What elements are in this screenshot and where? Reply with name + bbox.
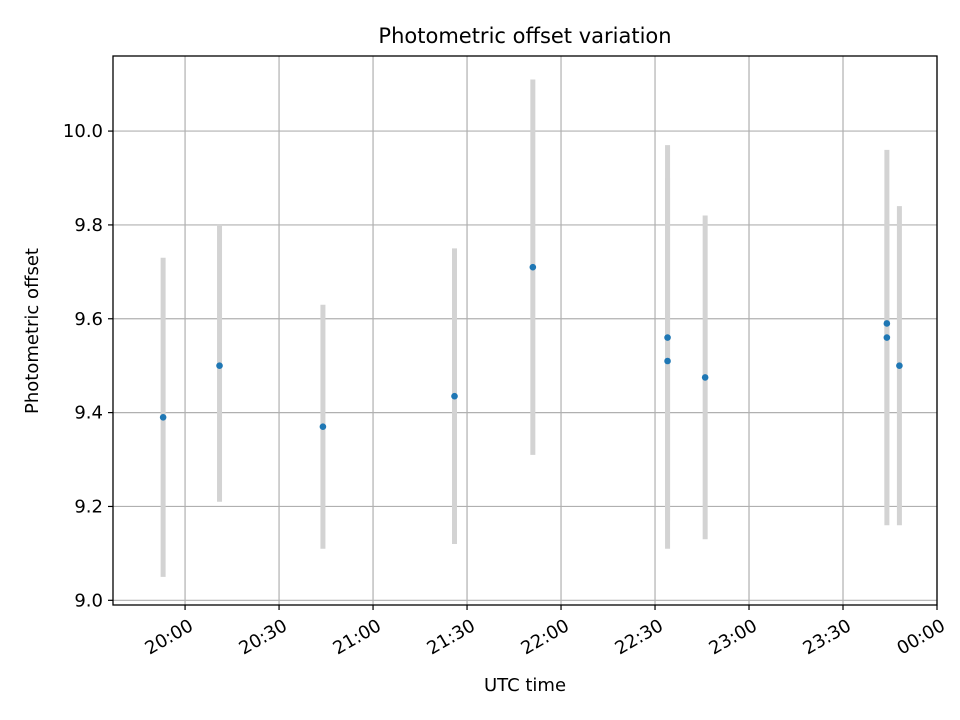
x-axis: 20:00 20:30 21:00 21:30 22:00 22:30 23:00 23:30…: [142, 605, 949, 659]
grid: [113, 56, 938, 605]
data-point: [883, 334, 891, 341]
error-bars: [160, 79, 902, 577]
data-points: [159, 263, 903, 430]
y-tick-label: 9.4: [74, 403, 103, 424]
data-point: [896, 362, 903, 369]
data-point: [701, 374, 709, 381]
chart-title: Photometric offset variation: [378, 24, 671, 48]
x-tick-label: 23:00: [705, 615, 760, 659]
data-point: [159, 414, 167, 421]
y-tick-label: 9.0: [74, 590, 103, 611]
x-tick-label: 00:00: [893, 615, 948, 659]
x-tick-label: 20:00: [142, 615, 197, 659]
x-tick-label: 20:30: [236, 615, 291, 659]
y-tick-label: 10.0: [63, 121, 103, 142]
data-point: [451, 392, 458, 400]
y-tick-label: 9.6: [74, 309, 103, 330]
y-axis: 9.0 9.2 9.4 9.6 9.8 10.0: [63, 121, 113, 611]
data-point: [883, 320, 891, 327]
data-point: [529, 263, 537, 271]
x-axis-title: UTC time: [484, 675, 566, 696]
x-tick-label: 21:30: [424, 615, 479, 659]
y-tick-label: 9.8: [74, 215, 103, 236]
data-point: [216, 362, 223, 369]
y-tick-label: 9.2: [74, 496, 103, 517]
data-point: [664, 334, 671, 341]
x-tick-label: 23:30: [799, 615, 854, 659]
x-tick-label: 22:00: [518, 615, 573, 659]
data-point: [664, 357, 671, 365]
plot-frame: [112, 55, 938, 606]
x-tick-label: 22:30: [611, 615, 666, 659]
data-point: [319, 423, 327, 430]
y-axis-title: Photometric offset: [22, 248, 43, 414]
x-tick-label: 21:00: [330, 615, 385, 659]
